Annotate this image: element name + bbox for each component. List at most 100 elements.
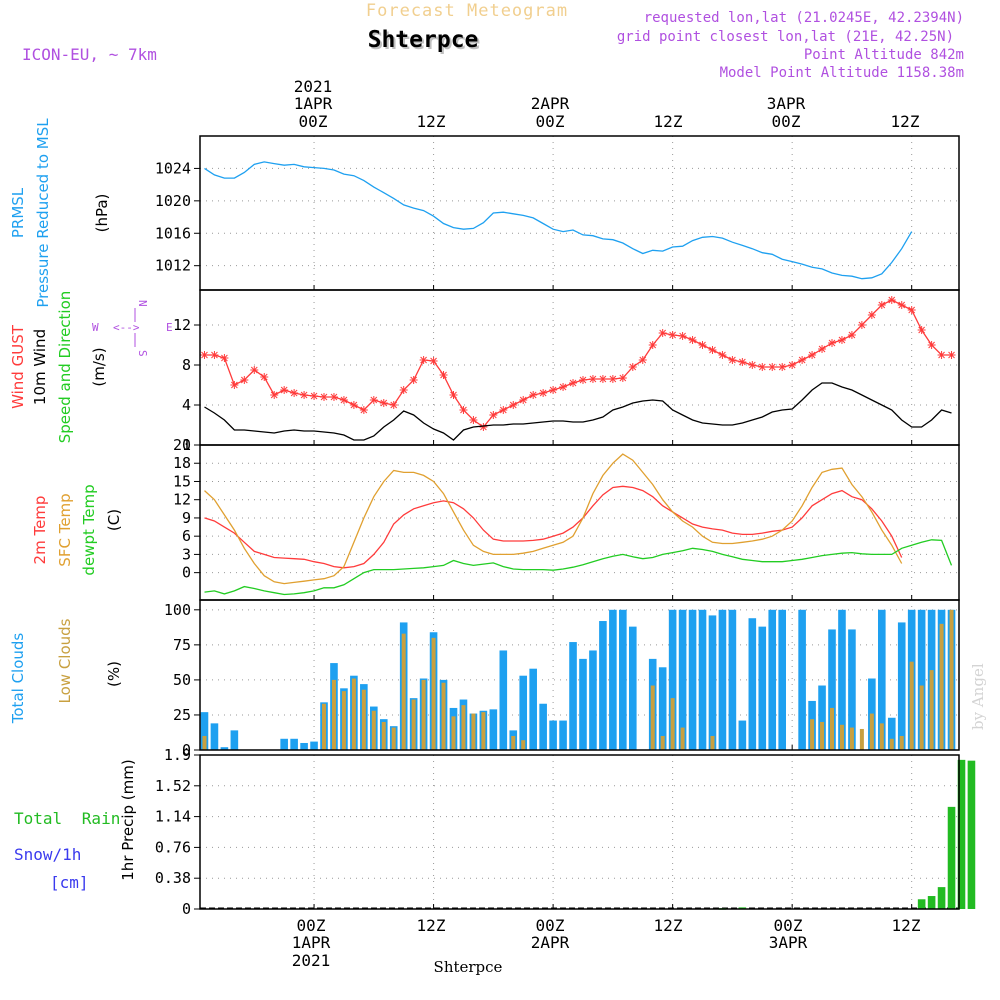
gust-point — [499, 406, 508, 414]
gust-point — [300, 391, 309, 399]
bottom-axis-day-3apr: 3APR — [769, 933, 808, 952]
gust-point-stroke — [918, 326, 926, 334]
y-tick-label: 0 — [182, 436, 191, 454]
gust-point-stroke — [440, 371, 447, 379]
low-clouds-bar — [471, 713, 476, 750]
low-clouds-bar — [849, 727, 854, 750]
gust-point — [359, 406, 368, 414]
total-clouds-bar — [728, 609, 737, 750]
gust-point — [768, 363, 777, 371]
gust-point — [389, 401, 398, 409]
y-tick-label: 21 — [173, 436, 191, 454]
total-clouds-bar — [569, 642, 577, 750]
y-tick-label: 1020 — [155, 192, 191, 210]
top-axis-hour-label: 00Z — [772, 112, 801, 131]
top-axis-day-3apr: 3APR — [767, 94, 806, 113]
gust-point-stroke — [758, 363, 766, 371]
total-clouds-bar — [917, 609, 926, 750]
gust-point — [837, 336, 846, 344]
gust-point — [200, 351, 209, 359]
gust-point-stroke — [390, 401, 398, 409]
gust-point-stroke — [679, 332, 686, 340]
low-clouds-bar — [879, 723, 884, 750]
rain-bar — [937, 887, 946, 909]
total-clouds-bar — [688, 609, 697, 750]
gust-point — [469, 416, 478, 424]
wind-gust-line — [204, 299, 952, 428]
gust-point-stroke — [330, 393, 338, 401]
low-clouds-bar — [322, 703, 327, 750]
rain-bar — [947, 806, 956, 909]
low-clouds-bar — [889, 738, 894, 750]
total-clouds-bar — [897, 622, 906, 750]
gust-point-stroke — [908, 306, 916, 314]
low-clouds-bar — [899, 735, 904, 750]
model-name: ICON-EU, ~ 7km — [22, 45, 157, 64]
low-clouds-bar — [660, 735, 665, 750]
10m-wind-line — [204, 382, 952, 441]
pressure-unit: (hPa) — [93, 194, 111, 233]
compass-east: E — [166, 321, 173, 334]
bottom-axis-hour-label: 00Z — [536, 916, 565, 935]
compass-west: W — [92, 321, 99, 334]
low-clouds-bar — [521, 740, 526, 750]
y-tick-label: 75 — [173, 636, 191, 654]
gust-point-stroke — [360, 406, 368, 414]
gust-point — [270, 391, 279, 399]
gust-point — [798, 356, 807, 364]
gust-point-stroke — [848, 331, 856, 339]
watermark: by Angel — [969, 663, 987, 730]
total-clouds-bar — [210, 723, 219, 750]
product-title: Forecast Meteogram — [366, 1, 568, 21]
total-clouds-bar — [280, 738, 288, 750]
low-clouds-bar — [810, 719, 815, 750]
precip-axis-label: 1hr Precip (mm) — [119, 759, 137, 880]
precip-panel: 0 0.38 0.76 1.14 1.52 1.9 — [155, 746, 976, 918]
gust-point-stroke — [310, 392, 318, 400]
low-clouds-bar — [839, 724, 844, 750]
gust-point — [907, 306, 916, 314]
wind-unit: (m/s) — [90, 347, 108, 386]
gust-point-stroke — [420, 356, 427, 364]
gust-point — [628, 363, 637, 371]
low-clouds-bar — [371, 710, 376, 750]
gust-point-stroke — [370, 396, 378, 404]
requested-coordinates: requested lon,lat (21.0245E, 42.2394N) — [644, 10, 964, 26]
gust-point — [369, 396, 378, 404]
gust-point — [549, 386, 558, 394]
gust-point-stroke — [868, 311, 876, 319]
gust-point — [887, 296, 896, 304]
gust-point-stroke — [499, 406, 507, 414]
total-clouds-bar — [559, 720, 567, 750]
gust-point — [529, 391, 538, 399]
gust-point-stroke — [350, 401, 358, 409]
total-clouds-bar — [200, 712, 209, 750]
gust-point-stroke — [828, 339, 836, 347]
gust-point-stroke — [549, 386, 557, 394]
panel-frame — [199, 135, 960, 291]
gust-point-stroke — [669, 331, 676, 339]
total-clouds-bar — [768, 609, 777, 750]
gust-point — [788, 361, 797, 369]
top-axis-hour-label: 00Z — [536, 112, 565, 131]
gust-point-stroke — [778, 363, 786, 371]
top-axis-day-2apr: 2APR — [531, 94, 570, 113]
gust-point-stroke — [589, 375, 597, 383]
rain-bar — [738, 907, 747, 909]
gust-point — [698, 341, 707, 349]
low-clouds-bar — [361, 689, 366, 750]
y-tick-label: 4 — [182, 396, 191, 414]
gust-point-stroke — [729, 356, 736, 364]
total-clouds-bar — [748, 618, 757, 750]
gust-point — [220, 354, 229, 362]
gust-point-stroke — [480, 423, 487, 431]
pressure-label-prmsl: PRMSL — [9, 187, 27, 238]
gust-point — [947, 351, 956, 359]
bottom-axis-day-1apr: 1APR — [292, 933, 331, 952]
y-tick-label: 1024 — [155, 159, 191, 177]
pressure-panel: 1012 1016 1020 1024 — [155, 135, 960, 291]
total-clouds-bar — [609, 609, 617, 750]
top-axis-hour-label: 12Z — [891, 112, 920, 131]
gust-point-stroke — [878, 301, 886, 309]
gust-point — [429, 357, 438, 365]
